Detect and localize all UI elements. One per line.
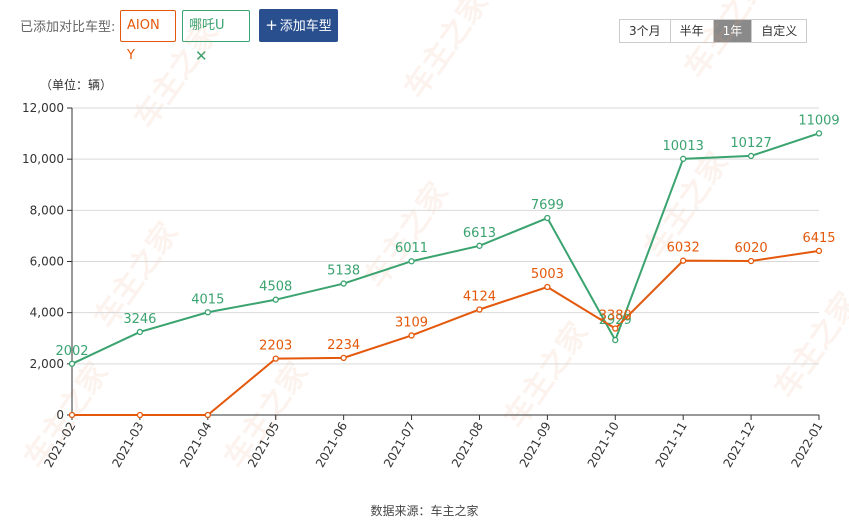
data-point (680, 257, 687, 264)
x-tick-label: 2021-04 (177, 420, 214, 470)
range-half-year[interactable]: 半年 (670, 20, 714, 42)
data-point (408, 332, 415, 339)
data-point (680, 155, 687, 162)
data-point (136, 411, 144, 419)
data-point (272, 296, 279, 303)
data-point (136, 328, 144, 336)
data-point (815, 247, 823, 255)
data-label: 4015 (191, 292, 224, 307)
x-tick-label: 2021-10 (585, 420, 622, 470)
data-point (204, 309, 211, 316)
data-point (68, 411, 76, 419)
series-line (72, 249, 820, 416)
data-label: 2234 (327, 338, 360, 353)
time-range-selector: 3个月 半年 1年 自定义 (619, 19, 808, 43)
series-line (71, 132, 820, 365)
data-label: 6032 (667, 241, 700, 256)
data-label: 6011 (395, 241, 428, 256)
data-label: 4124 (463, 289, 496, 304)
y-tick-label: 12,000 (22, 101, 64, 115)
series-layer (68, 130, 823, 419)
toolbar: 已添加对比车型: AION Y 哪吒U ✕ + 添加车型 3个月 半年 1年 自定义 (0, 0, 849, 65)
model-tag-label: 哪吒U (189, 18, 225, 33)
data-label-layer: 2002 3246 4015 4508 5138 6011 6613 7699 2929 1001… (55, 113, 839, 358)
data-label: 6020 (735, 241, 768, 256)
data-label: 2929 (599, 313, 632, 328)
data-label: 10127 (730, 136, 771, 151)
data-point (204, 411, 211, 419)
y-tick-label: 0 (56, 408, 64, 422)
range-1-year[interactable]: 1年 (713, 20, 753, 42)
data-point (476, 242, 483, 249)
data-point (340, 354, 347, 361)
range-custom[interactable]: 自定义 (752, 20, 807, 42)
x-tick-label: 2021-06 (313, 420, 350, 470)
data-point (544, 214, 551, 222)
data-point (544, 283, 551, 291)
data-point (476, 306, 483, 313)
watermark: 车主之家 (678, 0, 775, 85)
data-label: 2002 (55, 344, 88, 359)
data-label: 3246 (123, 312, 156, 327)
data-label: 5138 (327, 264, 360, 279)
x-tick-label: 2021-03 (109, 420, 146, 470)
data-label: 5003 (531, 267, 564, 282)
watermark: 车主之家 (768, 286, 849, 404)
x-tick-label: 2022-01 (788, 420, 825, 470)
y-tick-label: 8,000 (30, 203, 64, 217)
close-icon[interactable]: ✕ (195, 47, 208, 65)
x-tick-label: 2021-08 (449, 420, 486, 470)
data-label: 3380 (599, 309, 632, 324)
data-label: 2203 (259, 339, 292, 354)
plus-icon: + (265, 16, 278, 34)
y-tick-label: 2,000 (30, 357, 64, 371)
y-tick-label: 4,000 (30, 306, 64, 320)
data-point (340, 280, 347, 287)
data-label: 6613 (463, 226, 496, 241)
data-point (747, 152, 755, 160)
watermark: 车主之家 (398, 0, 495, 105)
data-source: 数据来源：车主之家 (370, 504, 479, 518)
data-point (747, 257, 755, 265)
data-label: 6415 (802, 231, 835, 246)
data-label: 4508 (259, 280, 292, 295)
add-model-label: 添加车型 (279, 19, 332, 34)
watermark: 车主之家 (128, 16, 225, 134)
y-tick-label: 6,000 (30, 255, 64, 269)
model-tag-label: AION Y (127, 18, 160, 63)
unit-label: （单位：辆） (40, 78, 113, 92)
add-model-button[interactable]: + 添加车型 (259, 9, 338, 42)
x-tick-label: 2021-12 (720, 420, 757, 470)
data-label: 3109 (395, 315, 428, 330)
data-label: 11009 (798, 113, 839, 128)
data-point (272, 355, 279, 362)
data-label: 7699 (531, 198, 564, 213)
data-point (612, 325, 619, 332)
watermark: 车主之家 (498, 316, 595, 434)
y-tick-label: 10,000 (22, 152, 64, 166)
range-3-months[interactable]: 3个月 (620, 20, 671, 42)
compare-label: 已添加对比车型: (20, 20, 116, 35)
x-tick-label: 2021-07 (381, 420, 418, 470)
model-tag-aion-y[interactable]: AION Y (120, 10, 176, 63)
data-point (408, 258, 415, 265)
model-tag-hozon-u[interactable]: 哪吒U ✕ (182, 10, 250, 65)
data-point (815, 130, 823, 137)
x-tick-label: 2021-11 (653, 420, 690, 470)
data-point (68, 360, 76, 367)
data-label: 10013 (663, 139, 704, 154)
watermark: 车主之家 (358, 176, 455, 294)
data-point (612, 336, 619, 344)
